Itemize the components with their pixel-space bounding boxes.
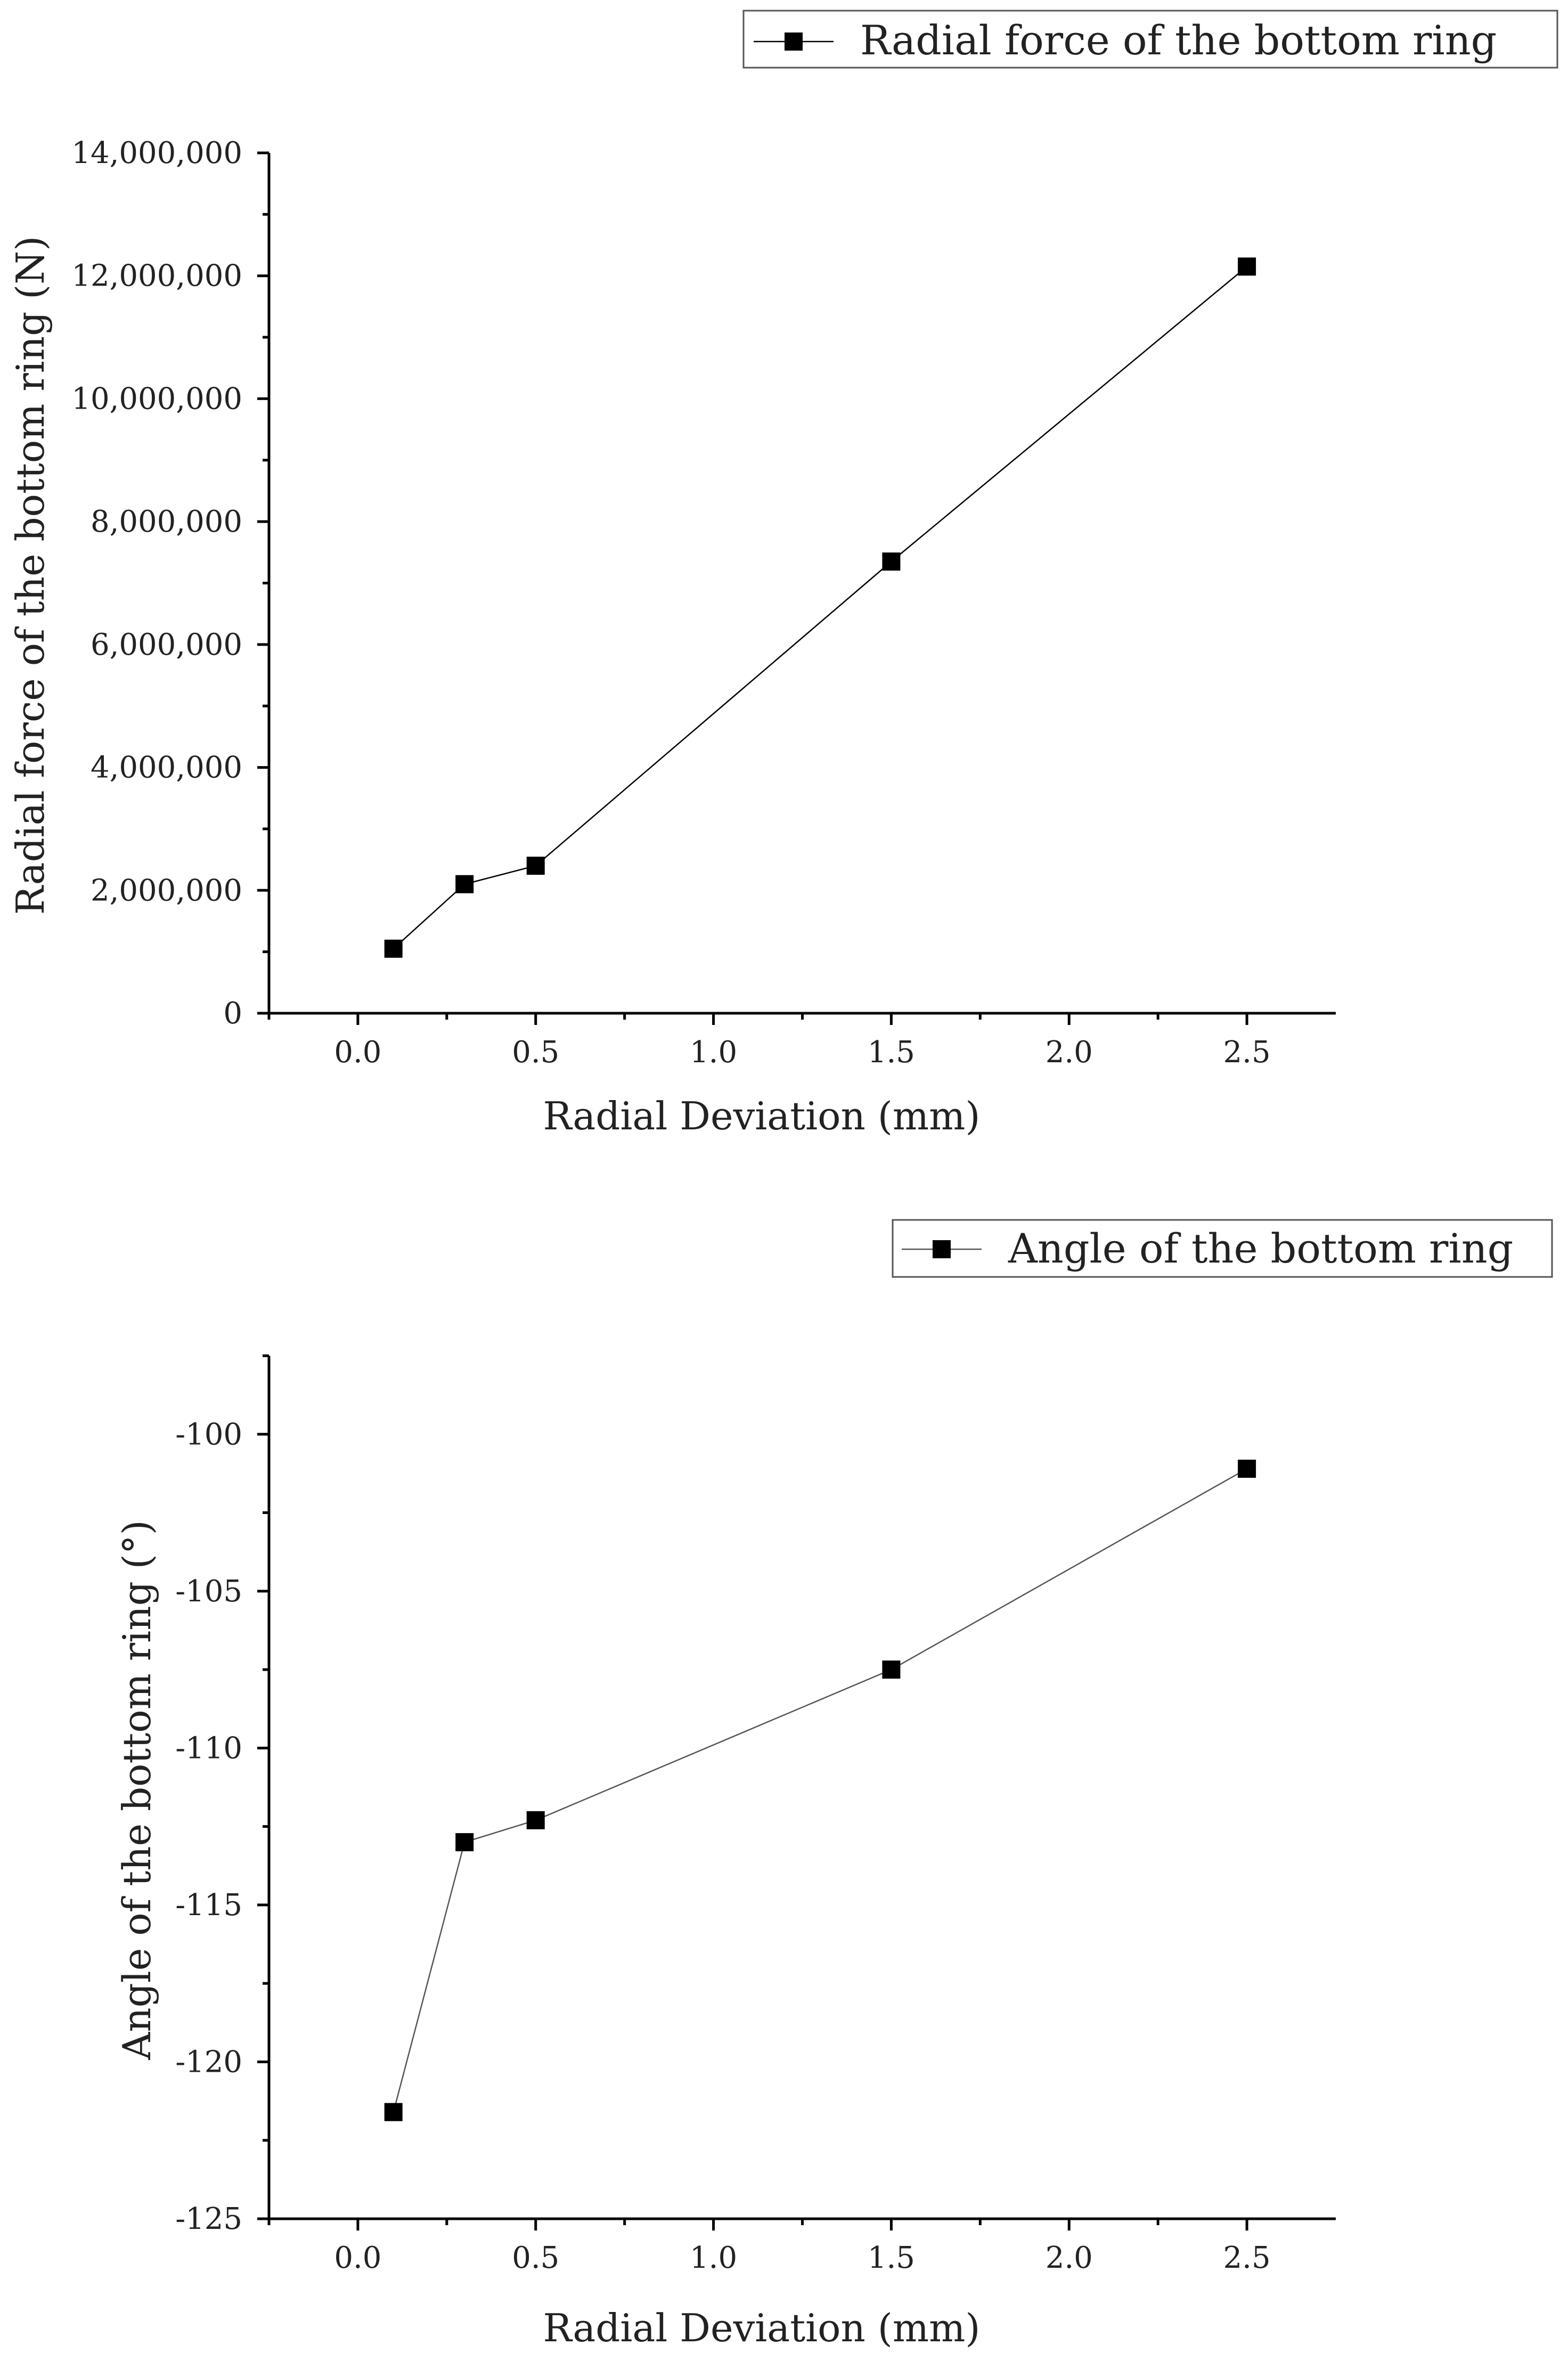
y-tick-label: -115 xyxy=(175,1888,242,1923)
data-point xyxy=(455,875,474,893)
y-tick-label: 8,000,000 xyxy=(91,504,242,539)
y-tick-label: -125 xyxy=(175,2202,242,2236)
radial-force-chart: Radial force of the bottom ring 0.0 0.5 1.… xyxy=(8,10,1558,1138)
x-axis-title: Radial Deviation (mm) xyxy=(543,2306,980,2350)
x-tick-label: 2.0 xyxy=(1046,2241,1093,2275)
legend: Angle of the bottom ring xyxy=(892,1219,1553,1278)
data-point xyxy=(526,1811,545,1829)
y-tick-label: -100 xyxy=(175,1417,242,1452)
legend-marker xyxy=(785,32,803,51)
legend-box xyxy=(892,1219,1553,1278)
data-point xyxy=(455,1833,474,1852)
data-marks xyxy=(384,1460,1256,2121)
ticks: 0.0 0.5 1.0 1.5 2.0 2.5 -100 -105 -110 -115 -120 -1… xyxy=(175,1354,1271,2275)
x-tick-label: 0.5 xyxy=(512,1035,559,1070)
series-line xyxy=(393,266,1247,949)
data-point xyxy=(384,2103,403,2121)
x-tick-label: 1.5 xyxy=(868,2241,915,2275)
legend: Radial force of the bottom ring xyxy=(742,10,1558,69)
axes xyxy=(267,1356,1336,2220)
x-tick-label: 2.5 xyxy=(1223,1035,1271,1070)
data-point xyxy=(1238,257,1256,276)
axes xyxy=(267,153,1336,1015)
y-tick-label: 12,000,000 xyxy=(71,259,242,294)
y-tick-label: -120 xyxy=(175,2045,242,2079)
x-tick-label: 1.0 xyxy=(690,2241,737,2275)
y-axis-title: Angle of the bottom ring (°) xyxy=(115,1520,159,2060)
data-point xyxy=(882,552,901,571)
x-tick-label: 0.5 xyxy=(512,2241,559,2275)
y-tick-label: 0 xyxy=(223,996,242,1031)
legend-box xyxy=(742,10,1558,69)
x-tick-label: 0.0 xyxy=(334,2241,381,2275)
y-tick-label: 10,000,000 xyxy=(71,381,242,416)
data-point xyxy=(526,857,545,875)
y-tick-label: 14,000,000 xyxy=(71,136,242,170)
data-marks xyxy=(384,257,1256,958)
data-point xyxy=(384,939,403,958)
x-tick-label: 1.5 xyxy=(868,1035,915,1070)
y-tick-label: -110 xyxy=(175,1731,242,1765)
y-axis-title: Radial force of the bottom ring (N) xyxy=(8,236,53,915)
legend-label: Radial force of the bottom ring xyxy=(860,17,1497,64)
data-point xyxy=(1238,1460,1256,1478)
x-axis-title: Radial Deviation (mm) xyxy=(543,1094,980,1138)
ticks: 0.0 0.5 1.0 1.5 2.0 2.5 0 2,000,000 4,000,000 6,0… xyxy=(71,136,1270,1070)
x-tick-label: 0.0 xyxy=(334,1035,381,1070)
y-tick-label: 4,000,000 xyxy=(91,751,242,785)
y-tick-label: -105 xyxy=(175,1574,242,1609)
y-tick-label: 2,000,000 xyxy=(91,873,242,908)
x-tick-label: 2.0 xyxy=(1046,1035,1093,1070)
legend-label: Angle of the bottom ring xyxy=(1008,1225,1513,1272)
x-tick-label: 1.0 xyxy=(690,1035,737,1070)
y-tick-label: 6,000,000 xyxy=(91,628,242,662)
data-point xyxy=(882,1660,901,1679)
x-tick-label: 2.5 xyxy=(1223,2241,1271,2275)
series-line xyxy=(393,1468,1247,2113)
legend-marker xyxy=(933,1240,951,1258)
angle-chart: Angle of the bottom ring 0.0 0.5 1.0 1.5 2.0… xyxy=(115,1219,1553,2350)
